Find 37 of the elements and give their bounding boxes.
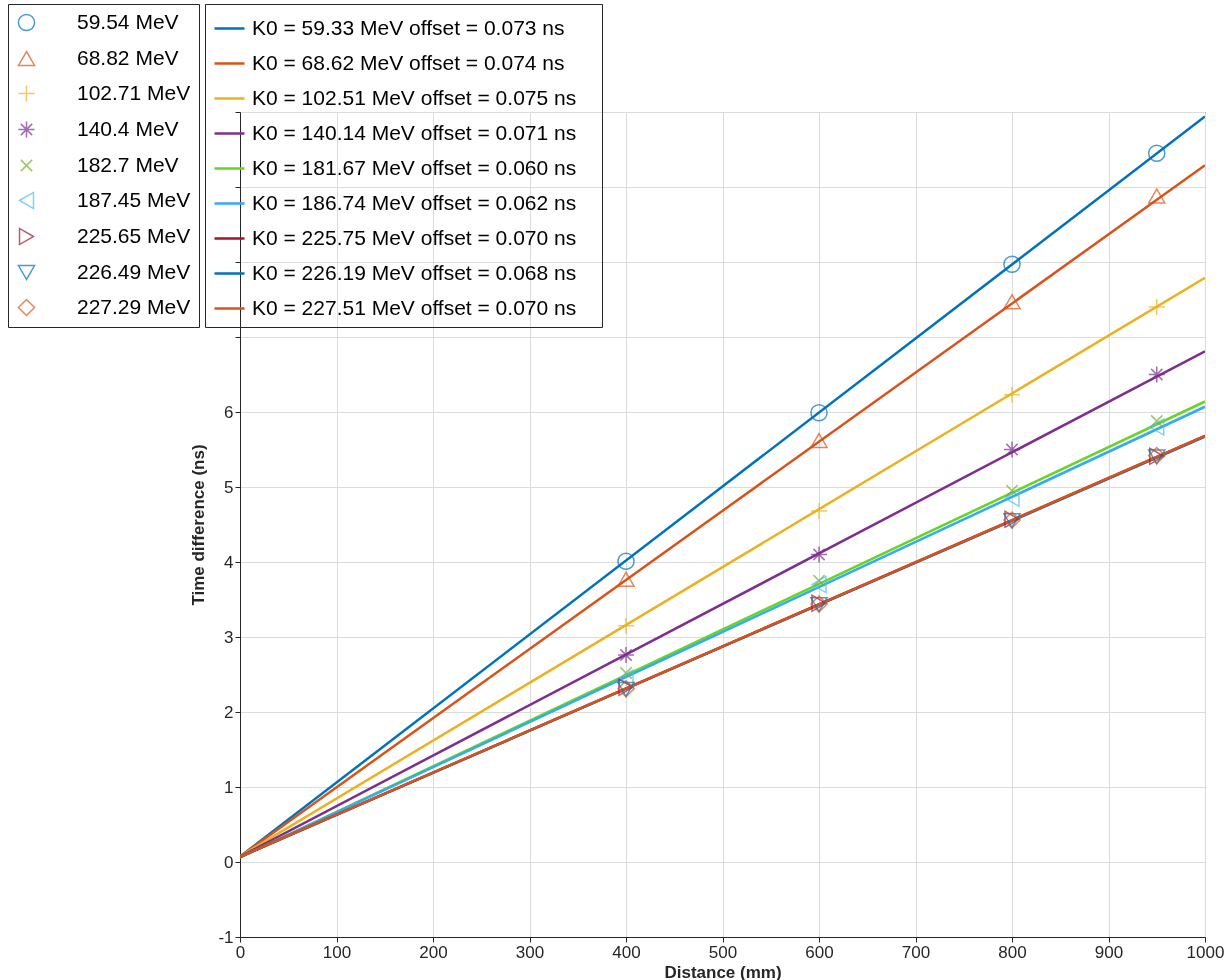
legend-label: 187.45 MeV xyxy=(77,187,191,211)
x-tick-label: 500 xyxy=(708,942,738,962)
legend-label: 226.49 MeV xyxy=(77,259,191,283)
y-tick-label: 4 xyxy=(224,552,234,572)
legend-label: 227.29 MeV xyxy=(77,294,191,318)
y-tick-label: 5 xyxy=(224,477,234,497)
legend-label: K0 = 181.67 MeV offset = 0.060 ns xyxy=(252,155,577,179)
x-tick-label: 200 xyxy=(419,942,448,962)
x-tick-label: 700 xyxy=(901,942,931,962)
y-tick-label: 3 xyxy=(224,627,234,647)
legend-label: 59.54 MeV xyxy=(77,9,179,33)
legend-label: K0 = 227.51 MeV offset = 0.070 ns xyxy=(252,295,577,319)
y-axis-title: Time difference (ns) xyxy=(189,444,209,606)
legend-label: K0 = 225.75 MeV offset = 0.070 ns xyxy=(252,225,577,249)
y-tick-label: -1 xyxy=(218,927,234,947)
x-tick-label: 100 xyxy=(322,942,352,962)
legend-label: K0 = 186.74 MeV offset = 0.062 ns xyxy=(252,190,577,214)
y-tick-label: 0 xyxy=(224,852,234,872)
legend-label: 140.4 MeV xyxy=(77,116,179,140)
x-tick-label: 400 xyxy=(612,942,641,962)
legend-label: K0 = 226.19 MeV offset = 0.068 ns xyxy=(252,260,577,284)
legend-label: 102.71 MeV xyxy=(77,80,191,104)
legend-label: K0 = 102.51 MeV offset = 0.075 ns xyxy=(252,85,577,109)
y-tick-label: 1 xyxy=(224,777,234,797)
legend-label: 225.65 MeV xyxy=(77,223,191,247)
legend-label: K0 = 59.33 MeV offset = 0.073 ns xyxy=(252,15,565,39)
x-tick-label: 600 xyxy=(805,942,834,962)
legend-label: K0 = 140.14 MeV offset = 0.071 ns xyxy=(252,120,577,144)
y-tick-label: 2 xyxy=(224,702,234,722)
x-tick-label: 1000 xyxy=(1186,942,1225,962)
legend-label: K0 = 68.62 MeV offset = 0.074 ns xyxy=(252,50,565,74)
x-tick-label: 900 xyxy=(1094,942,1124,962)
x-tick-label: 300 xyxy=(515,942,545,962)
y-tick-label: 6 xyxy=(224,402,234,422)
legend-label: 68.82 MeV xyxy=(77,45,179,69)
x-tick-label: 800 xyxy=(998,942,1027,962)
legend-label: 182.7 MeV xyxy=(77,152,179,176)
